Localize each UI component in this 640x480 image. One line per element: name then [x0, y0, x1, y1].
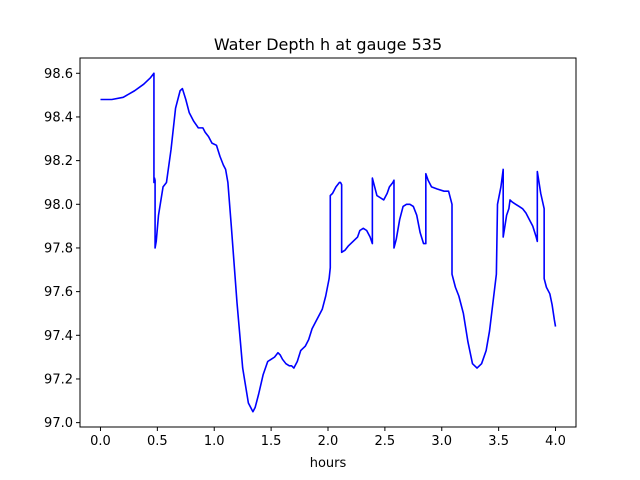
y-tick-label: 97.2	[44, 372, 73, 387]
chart-title: Water Depth h at gauge 535	[214, 35, 442, 54]
x-axis-ticks: 0.0 0.5 1.0 1.5 2.0 2.5 3.0 3.5 4.0	[90, 427, 566, 449]
plot-frame	[79, 57, 577, 428]
y-tick-label: 97.4	[44, 329, 73, 344]
y-tick-label: 98.6	[44, 67, 73, 82]
y-axis-ticks: 97.0 97.2 97.4 97.6 97.8 98.0 98.2 98.4 98.6	[44, 67, 80, 431]
x-tick-label: 3.0	[431, 434, 452, 449]
y-tick-label: 98.2	[44, 154, 73, 169]
y-tick-label: 97.8	[44, 241, 73, 256]
y-tick-label: 98.4	[44, 110, 73, 125]
x-tick-label: 3.5	[488, 434, 509, 449]
x-tick-label: 4.0	[545, 434, 566, 449]
plot-area	[79, 57, 577, 428]
x-tick-label: 1.5	[261, 434, 282, 449]
x-tick-label: 1.0	[204, 434, 225, 449]
x-tick-label: 0.0	[90, 434, 111, 449]
x-axis-label: hours	[310, 456, 347, 471]
series-line	[100, 72, 557, 413]
y-tick-label: 97.6	[44, 285, 73, 300]
y-tick-label: 97.0	[44, 416, 73, 431]
y-tick-label: 98.0	[44, 198, 73, 213]
x-tick-label: 2.5	[375, 434, 396, 449]
x-tick-label: 2.0	[318, 434, 339, 449]
x-tick-label: 0.5	[147, 434, 168, 449]
